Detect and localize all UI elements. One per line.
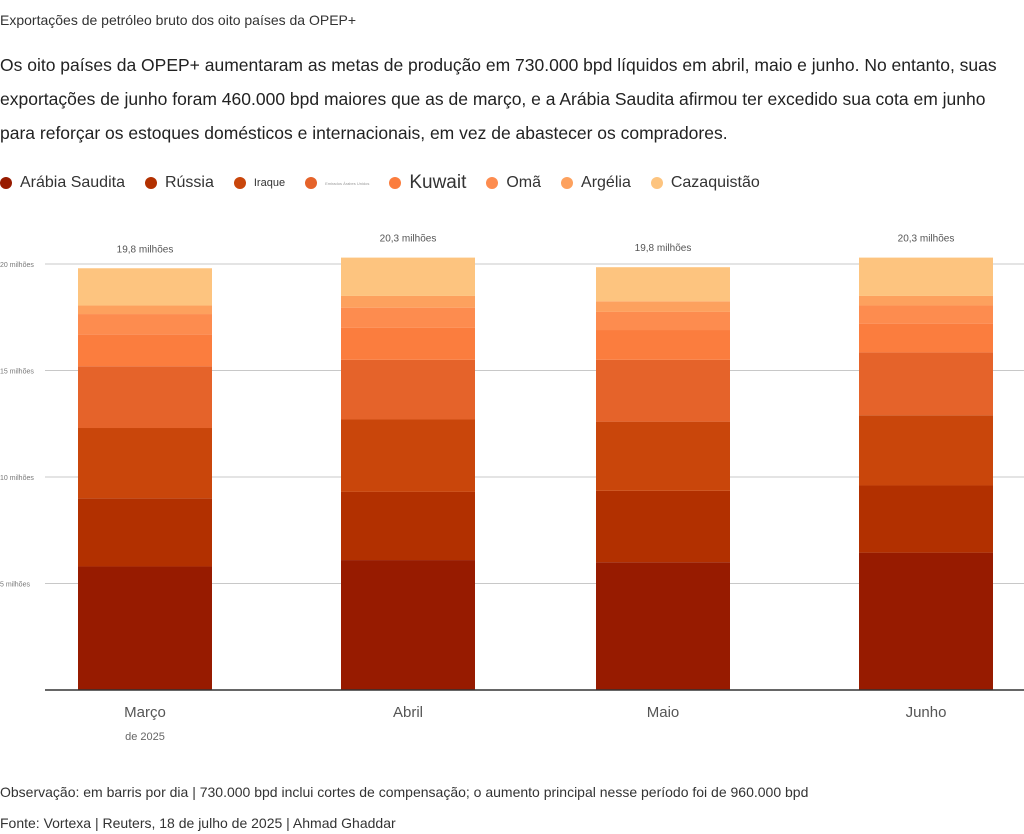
x-tick-sublabel: de 2025 [125,731,165,743]
bar-segment [341,491,475,561]
legend-label: Rússia [164,174,214,191]
legend-label: Iraque [253,177,286,189]
total-label: 19,8 milhões [117,244,174,255]
legend-item: Argélia [561,174,631,192]
bar-segment [341,307,475,328]
legend-swatch [486,177,499,189]
bar-segment [596,267,730,302]
legend-item: Omã [486,174,541,192]
y-tick-label: 15 milhões [0,369,34,376]
chart-title: Exportações de petróleo bruto dos oito p… [0,12,357,28]
bar-segment [78,366,212,429]
x-tick-label: Maio [647,704,680,721]
y-tick-label: 5 milhões [0,582,30,589]
chart-subtitle: Os oito países da OPEP+ aumentaram as me… [0,55,997,143]
source-credit: Fonte: Vortexa | Reuters, 18 de julho de… [0,815,396,831]
legend-swatch [233,177,246,189]
x-tick-label: Março [124,704,166,721]
legend-swatch [0,177,12,189]
bar-segment [859,295,993,306]
x-tick-label: Abril [393,704,423,721]
legend-item: Rússia [144,174,214,192]
y-tick-label: 20 milhões [0,262,34,269]
legend-item: Arábia Saudita [0,174,125,192]
legend-label: Emirados Árabes Unidos [325,180,370,186]
legend-item: Iraque [233,177,286,189]
legend: Arábia Saudita Rússia Iraque Emirados Árabe… [0,170,780,196]
bar-segment [859,485,993,553]
bar-segment [596,330,730,360]
legend-swatch [305,177,318,189]
stacked-bar-chart: 5 milhões 10 milhões 15 milhões 20 milhões 1… [0,234,1024,743]
legend-label: Omã [506,174,542,191]
legend-label: Argélia [581,174,631,191]
bar-segment [341,295,475,308]
total-label: 20,3 milhões [898,234,955,245]
bar-segment [78,498,212,567]
x-tick-label: Junho [906,704,947,721]
legend-item: Emirados Árabes Unidos [305,177,369,189]
bar-segment [341,560,475,690]
bar-segment [859,352,993,416]
bar-segment [596,562,730,690]
legend-swatch [561,177,574,189]
bar-segment [859,305,993,324]
bar-segment [596,421,730,491]
total-label: 20,3 milhões [380,234,437,245]
legend-label: Kuwait [409,172,467,193]
bar-segment [596,301,730,312]
legend-label: Arábia Saudita [20,174,125,191]
bar-segment [341,359,475,420]
legend-swatch [389,177,402,189]
legend-label: Cazaquistão [670,174,760,191]
legend-item: Kuwait [389,172,466,194]
y-tick-label: 10 milhões [0,475,34,482]
bar-segment [78,305,212,315]
legend-item: Cazaquistão [650,174,760,192]
bar-segment [78,314,212,335]
bar-segment [596,311,730,331]
bar-segment [859,323,993,353]
legend-swatch [650,177,663,189]
bar-segment [859,415,993,486]
bar-segment [596,359,730,422]
legend-swatch [144,177,157,189]
bar-segment [78,334,212,367]
bar-segment [78,268,212,306]
bar-segment [341,257,475,296]
bar-segment [859,552,993,690]
bar-segment [78,428,212,499]
bar-segment [78,566,212,690]
footnote: Observação: em barris por dia | 730.000 … [0,784,809,800]
bar-segment [341,327,475,360]
bar-segment [341,419,475,492]
bar-segment [596,490,730,563]
bar-segment [859,257,993,296]
total-label: 19,8 milhões [635,243,692,254]
